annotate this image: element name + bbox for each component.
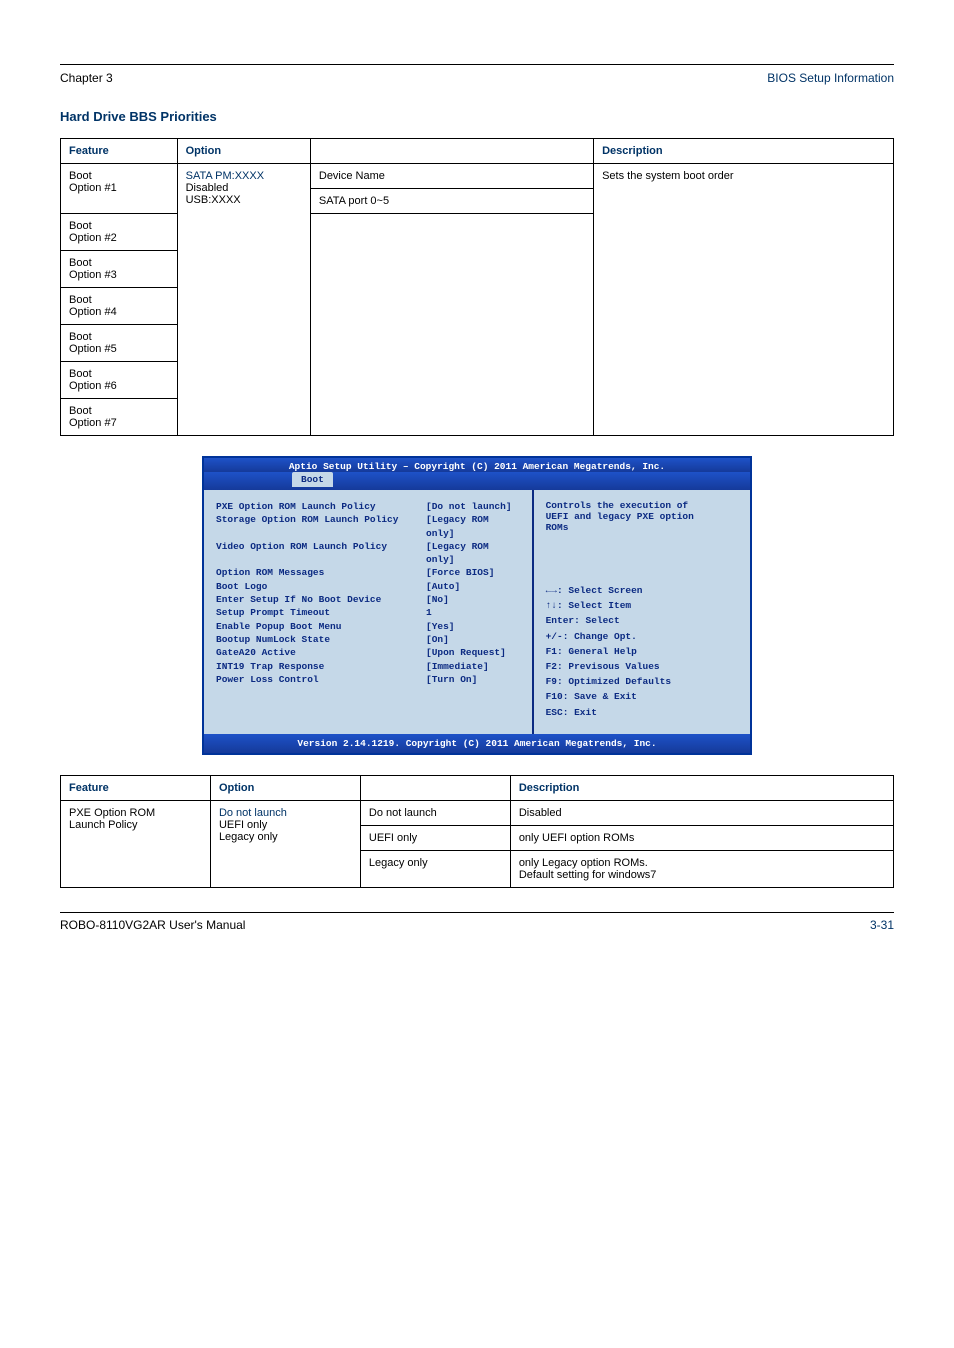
cell: Disabled	[510, 800, 893, 825]
cell: Do not launch	[360, 800, 510, 825]
col: Description	[510, 775, 893, 800]
cell: BootOption #1	[61, 164, 178, 214]
bios-setting-row: Boot Logo[Auto]	[216, 580, 520, 593]
header-rule	[60, 64, 894, 65]
bios-setting-value: [Auto]	[426, 580, 460, 593]
bios-setting-label: GateA20 Active	[216, 646, 426, 659]
bios-setting-row: Bootup NumLock State[On]	[216, 633, 520, 646]
bios-setting-value: [On]	[426, 633, 449, 646]
bios-setting-label: Bootup NumLock State	[216, 633, 426, 646]
bios-key-hint: F2: Previsous Values	[546, 659, 738, 674]
col-option: Option	[177, 139, 310, 164]
cell: PXE Option ROMLaunch Policy	[61, 800, 211, 887]
footer-rule	[60, 912, 894, 913]
bios-screenshot: Aptio Setup Utility – Copyright (C) 2011…	[202, 456, 752, 755]
bios-setting-value: [Do not launch]	[426, 500, 512, 513]
bios-setting-label: INT19 Trap Response	[216, 660, 426, 673]
cell: SATA PM:XXXXDisabledUSB:XXXX	[177, 164, 310, 436]
cell: BootOption #7	[61, 399, 178, 436]
col: Feature	[61, 775, 211, 800]
bios-setting-label: Boot Logo	[216, 580, 426, 593]
bios-setting-row: Power Loss Control[Turn On]	[216, 673, 520, 686]
section1-title: Hard Drive BBS Priorities	[60, 109, 894, 124]
footer-right: 3-31	[870, 918, 894, 932]
bios-right-pane: Controls the execution of UEFI and legac…	[532, 490, 750, 734]
col-feature: Feature	[61, 139, 178, 164]
cell: Legacy only	[360, 850, 510, 887]
bios-tabrow: Boot	[204, 472, 750, 490]
cell: Sets the system boot order	[594, 164, 894, 436]
header-right: BIOS Setup Information	[767, 71, 894, 85]
cell	[310, 214, 593, 436]
table-pxe-policy: Feature Option Description PXE Option RO…	[60, 775, 894, 888]
bios-key-hints: ←→: Select Screen↑↓: Select ItemEnter: S…	[546, 583, 738, 720]
cell: BootOption #4	[61, 288, 178, 325]
bios-setting-row: Video Option ROM Launch Policy[Legacy RO…	[216, 540, 520, 567]
col: Option	[210, 775, 360, 800]
bios-setting-value: [Turn On]	[426, 673, 477, 686]
col	[360, 775, 510, 800]
footer-left: ROBO-8110VG2AR User's Manual	[60, 918, 245, 932]
cell: BootOption #6	[61, 362, 178, 399]
bios-setting-value: [Legacy ROM only]	[426, 540, 520, 567]
table-hard-drive-priorities: Feature Option Description BootOption #1…	[60, 138, 894, 436]
bios-setting-value: [No]	[426, 593, 449, 606]
cell: BootOption #2	[61, 214, 178, 251]
page-header: Chapter 3 BIOS Setup Information	[60, 71, 894, 85]
bios-setting-label: Storage Option ROM Launch Policy	[216, 513, 426, 540]
bios-setting-label: Video Option ROM Launch Policy	[216, 540, 426, 567]
bios-key-hint: F10: Save & Exit	[546, 689, 738, 704]
bios-setting-value: [Yes]	[426, 620, 455, 633]
page-footer: ROBO-8110VG2AR User's Manual 3-31	[60, 918, 894, 932]
bios-setting-value: [Force BIOS]	[426, 566, 494, 579]
cell: Device Name	[310, 164, 593, 189]
cell: BootOption #3	[61, 251, 178, 288]
bios-setting-row: Enable Popup Boot Menu[Yes]	[216, 620, 520, 633]
bios-key-hint: ↑↓: Select Item	[546, 598, 738, 613]
bios-setting-label: Enter Setup If No Boot Device	[216, 593, 426, 606]
cell: only UEFI option ROMs	[510, 825, 893, 850]
bios-setting-label: Enable Popup Boot Menu	[216, 620, 426, 633]
bios-setting-label: Setup Prompt Timeout	[216, 606, 426, 619]
bios-setting-row: Setup Prompt Timeout1	[216, 606, 520, 619]
bios-setting-value: [Upon Request]	[426, 646, 506, 659]
bios-body: PXE Option ROM Launch Policy[Do not laun…	[204, 490, 750, 734]
bios-setting-value: 1	[426, 606, 432, 619]
bios-tab-boot: Boot	[292, 472, 333, 487]
bios-setting-label: PXE Option ROM Launch Policy	[216, 500, 426, 513]
bios-key-hint: ESC: Exit	[546, 705, 738, 720]
bios-footer: Version 2.14.1219. Copyright (C) 2011 Am…	[204, 734, 750, 753]
bios-key-hint: Enter: Select	[546, 613, 738, 628]
bios-setting-row: GateA20 Active[Upon Request]	[216, 646, 520, 659]
col-desc1	[310, 139, 593, 164]
cell: BootOption #5	[61, 325, 178, 362]
bios-setting-row: Option ROM Messages[Force BIOS]	[216, 566, 520, 579]
bios-help-text: Controls the execution of UEFI and legac…	[546, 500, 738, 533]
header-left: Chapter 3	[60, 71, 113, 85]
bios-setting-label: Option ROM Messages	[216, 566, 426, 579]
bios-key-hint: +/-: Change Opt.	[546, 629, 738, 644]
bios-setting-row: INT19 Trap Response[Immediate]	[216, 660, 520, 673]
bios-setting-row: Storage Option ROM Launch Policy[Legacy …	[216, 513, 520, 540]
bios-setting-row: Enter Setup If No Boot Device[No]	[216, 593, 520, 606]
cell: SATA port 0~5	[310, 189, 593, 214]
bios-setting-row: PXE Option ROM Launch Policy[Do not laun…	[216, 500, 520, 513]
bios-key-hint: F1: General Help	[546, 644, 738, 659]
cell: only Legacy option ROMs.Default setting …	[510, 850, 893, 887]
cell: Do not launchUEFI onlyLegacy only	[210, 800, 360, 887]
bios-setting-value: [Immediate]	[426, 660, 489, 673]
bios-left-pane: PXE Option ROM Launch Policy[Do not laun…	[204, 490, 532, 734]
cell: UEFI only	[360, 825, 510, 850]
bios-setting-value: [Legacy ROM only]	[426, 513, 520, 540]
bios-key-hint: F9: Optimized Defaults	[546, 674, 738, 689]
bios-setting-label: Power Loss Control	[216, 673, 426, 686]
col-desc2: Description	[594, 139, 894, 164]
bios-key-hint: ←→: Select Screen	[546, 583, 738, 598]
bios-title: Aptio Setup Utility – Copyright (C) 2011…	[204, 458, 750, 472]
